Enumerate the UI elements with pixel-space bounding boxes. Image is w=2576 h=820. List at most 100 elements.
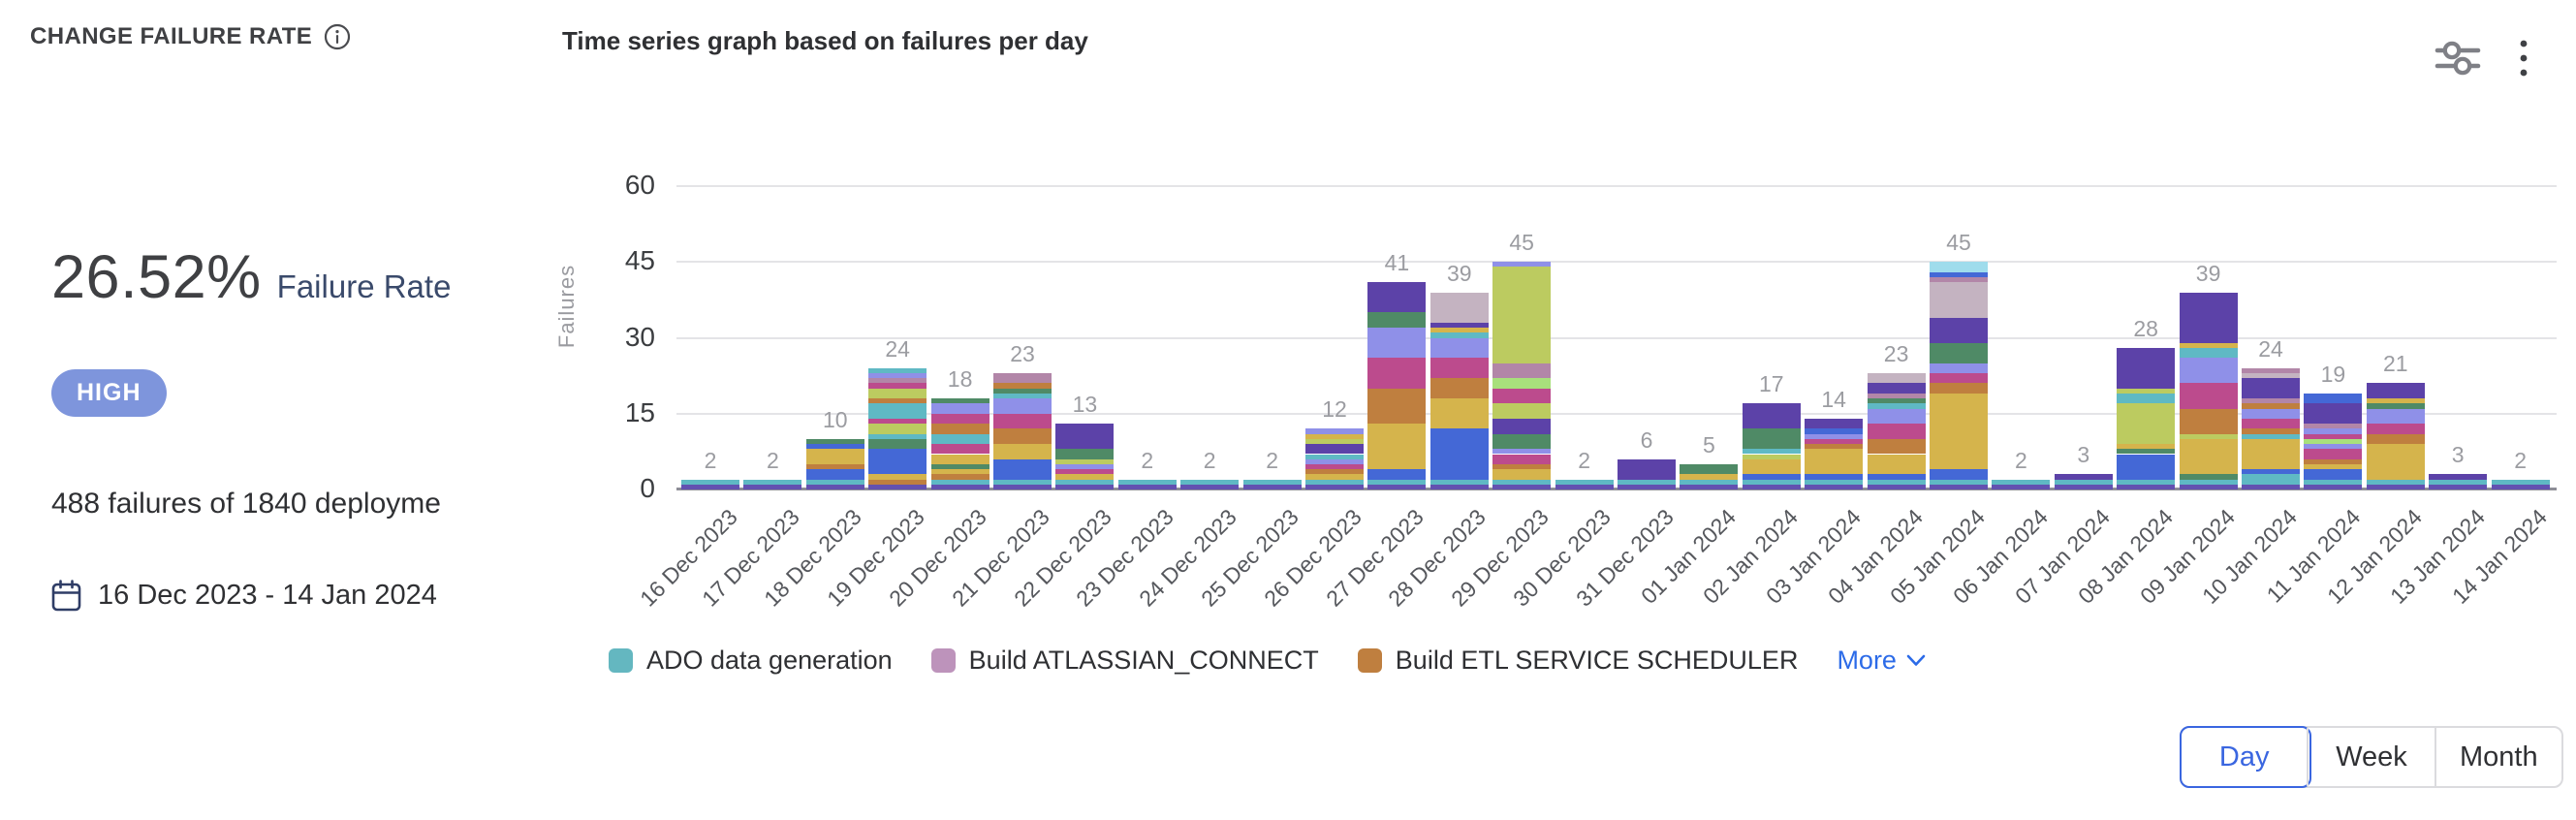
bar-25-dec-2023[interactable] (1242, 479, 1302, 489)
bar-segment-blue (1805, 474, 1864, 480)
bar-segment-gold (1867, 454, 1926, 475)
granularity-month-button[interactable]: Month (2434, 728, 2561, 786)
legend-swatch (1357, 648, 1382, 673)
bar-segment-green (1867, 398, 1926, 404)
chart-settings-sliders-icon[interactable] (2435, 37, 2481, 84)
bar-segment-purple (1680, 484, 1739, 489)
bar-segment-periwinkle (2304, 428, 2363, 434)
bar-segment-lime (1305, 438, 1364, 445)
bar-value-label: 39 (1447, 261, 1472, 286)
legend-more-link[interactable]: More (1837, 646, 1926, 676)
bar-segment-magenta (930, 444, 990, 455)
granularity-day-button[interactable]: Day (2180, 726, 2311, 788)
bar-segment-teal (1305, 454, 1364, 459)
bar-05-jan-2024[interactable] (1930, 262, 1988, 489)
bar-20-dec-2023[interactable] (930, 398, 990, 489)
bar-value-label: 2 (2514, 448, 2527, 473)
bar-04-jan-2024[interactable] (1867, 373, 1926, 489)
bar-segment-purple (1117, 484, 1177, 489)
bar-21-dec-2023[interactable] (993, 373, 1052, 489)
kebab-menu-icon[interactable] (2514, 37, 2533, 86)
bar-07-jan-2024[interactable] (2054, 474, 2113, 489)
bar-segment-blue (2117, 454, 2176, 470)
bar-segment-teal (1742, 479, 1801, 485)
bar-11-jan-2024[interactable] (2304, 393, 2363, 489)
bar-segment-lime (1055, 458, 1115, 464)
bar-segment-lavender (2242, 373, 2300, 379)
bar-22-dec-2023[interactable] (1055, 424, 1115, 489)
legend-item-build-etl-service-scheduler[interactable]: Build ETL SERVICE SCHEDULER (1357, 646, 1798, 676)
bar-26-dec-2023[interactable] (1305, 428, 1364, 489)
legend-item-ado-data-generation[interactable]: ADO data generation (609, 646, 893, 676)
bar-segment-orange (1805, 444, 1864, 450)
bar-segment-violet (1867, 383, 1926, 394)
bar-18-dec-2023[interactable] (805, 438, 864, 489)
failure-rate-value: 26.52% (51, 243, 262, 311)
bar-01-jan-2024[interactable] (1680, 463, 1739, 489)
bar-14-jan-2024[interactable] (2491, 479, 2550, 489)
bar-segment-lightcyan (1930, 262, 1988, 272)
bar-segment-blue (1367, 469, 1427, 480)
bar-segment-purple (681, 484, 739, 489)
bar-10-jan-2024[interactable] (2242, 367, 2300, 489)
bar-segment-lightgreen (2304, 438, 2363, 445)
bar-03-jan-2024[interactable] (1805, 418, 1864, 489)
bar-segment-teal (2179, 479, 2238, 485)
bar-06-jan-2024[interactable] (1992, 479, 2051, 489)
bar-17-dec-2023[interactable] (743, 479, 802, 489)
bar-segment-periwinkle (993, 398, 1052, 414)
x-axis-line (676, 488, 2557, 490)
bar-segment-mauve (2242, 398, 2300, 404)
bar-28-dec-2023[interactable] (1429, 292, 1489, 489)
bar-segment-violet (2179, 292, 2238, 343)
bar-segment-blue (2117, 469, 2176, 480)
bar-value-label: 28 (2133, 316, 2158, 341)
bar-08-jan-2024[interactable] (2117, 347, 2176, 489)
bar-segment-teal (1429, 332, 1489, 338)
bar-segment-teal (930, 433, 990, 445)
bar-segment-blue (1867, 474, 1926, 480)
bar-13-jan-2024[interactable] (2429, 474, 2488, 489)
bar-30-dec-2023[interactable] (1555, 479, 1614, 489)
bar-23-dec-2023[interactable] (1117, 479, 1177, 489)
bar-segment-purple (1367, 484, 1427, 489)
bar-19-dec-2023[interactable] (868, 367, 927, 489)
bar-segment-purple (1930, 484, 1988, 489)
granularity-week-button[interactable]: Week (2307, 728, 2434, 786)
bar-31-dec-2023[interactable] (1618, 458, 1676, 489)
bar-segment-magenta (1930, 373, 1988, 384)
bar-segment-lime (2179, 433, 2238, 439)
bar-value-label: 24 (885, 336, 910, 362)
bar-27-dec-2023[interactable] (1367, 282, 1427, 489)
bar-segment-mauve (1492, 363, 1552, 379)
bar-12-jan-2024[interactable] (2366, 383, 2425, 489)
date-range-text: 16 Dec 2023 - 14 Jan 2024 (98, 580, 437, 611)
bar-09-jan-2024[interactable] (2179, 292, 2238, 489)
bar-segment-gold (1305, 474, 1364, 480)
bar-segment-green (2117, 449, 2176, 455)
bar-02-jan-2024[interactable] (1742, 403, 1801, 489)
info-icon[interactable] (324, 23, 351, 50)
granularity-day-label: Day (2218, 741, 2270, 773)
bar-segment-periwinkle (1367, 328, 1427, 359)
bar-value-label: 17 (1759, 371, 1784, 396)
failure-rate-label: Failure Rate (276, 268, 452, 304)
bar-segment-gold (930, 469, 990, 475)
bar-segment-purple (2491, 484, 2550, 489)
bar-24-dec-2023[interactable] (1180, 479, 1240, 489)
bar-segment-lightgreen (1492, 378, 1552, 389)
bar-29-dec-2023[interactable] (1492, 262, 1552, 489)
bar-value-label: 41 (1384, 250, 1410, 275)
bar-segment-teal (743, 479, 802, 485)
legend-item-build-atlassian-connect[interactable]: Build ATLASSIAN_CONNECT (930, 646, 1319, 676)
bar-segment-teal (1117, 479, 1177, 485)
bar-segment-teal (2117, 393, 2176, 404)
legend-swatch (609, 648, 633, 673)
bar-segment-violet (1805, 418, 1864, 429)
bar-value-label: 2 (766, 448, 779, 473)
bar-segment-green (1680, 463, 1739, 475)
bar-segment-purple (1429, 484, 1489, 489)
bar-segment-blue (2304, 469, 2363, 480)
bar-16-dec-2023[interactable] (681, 479, 739, 489)
y-axis-title: Failures (554, 264, 579, 349)
